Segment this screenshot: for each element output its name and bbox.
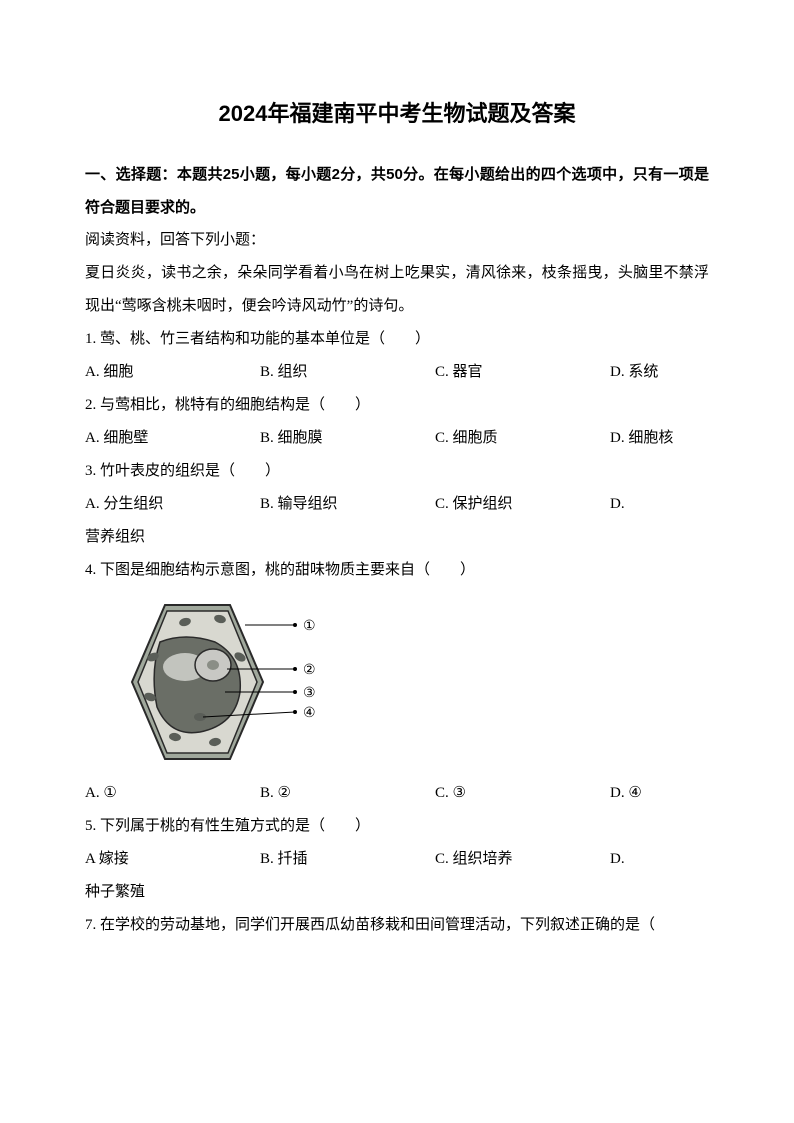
- question-3: 3. 竹叶表皮的组织是（ ）: [85, 455, 709, 488]
- label-3: ③: [303, 686, 316, 701]
- q4-option-b: B. ②: [260, 777, 435, 810]
- q1-option-b: B. 组织: [260, 356, 435, 389]
- label-2: ②: [303, 663, 316, 678]
- q4-option-a: A. ①: [85, 777, 260, 810]
- q5-option-c: C. 组织培养: [435, 843, 610, 876]
- q3-option-d: D.: [610, 488, 700, 521]
- q3-option-a: A. 分生组织: [85, 488, 260, 521]
- question-1: 1. 莺、桃、竹三者结构和功能的基本单位是（ ）: [85, 323, 709, 356]
- question-2: 2. 与莺相比，桃特有的细胞结构是（ ）: [85, 389, 709, 422]
- cell-diagram: ① ② ③ ④: [95, 597, 709, 767]
- q1-option-a: A. 细胞: [85, 356, 260, 389]
- q5-continuation: 种子繁殖: [85, 876, 709, 909]
- question-5: 5. 下列属于桃的有性生殖方式的是（ ）: [85, 810, 709, 843]
- section-header: 一、选择题：本题共25小题，每小题2分，共50分。在每小题给出的四个选项中，只有…: [85, 158, 709, 224]
- q4-option-d: D. ④: [610, 777, 700, 810]
- question-4: 4. 下图是细胞结构示意图，桃的甜味物质主要来自（ ）: [85, 554, 709, 587]
- question-3-options: A. 分生组织 B. 输导组织 C. 保护组织 D.: [85, 488, 709, 521]
- q5-option-a: A 嫁接: [85, 843, 260, 876]
- q1-option-c: C. 器官: [435, 356, 610, 389]
- question-5-options: A 嫁接 B. 扦插 C. 组织培养 D.: [85, 843, 709, 876]
- q3-continuation: 营养组织: [85, 521, 709, 554]
- q3-option-b: B. 输导组织: [260, 488, 435, 521]
- page-title: 2024年福建南平中考生物试题及答案: [85, 90, 709, 138]
- q4-option-c: C. ③: [435, 777, 610, 810]
- q2-option-c: C. 细胞质: [435, 422, 610, 455]
- q2-option-d: D. 细胞核: [610, 422, 700, 455]
- question-7: 7. 在学校的劳动基地，同学们开展西瓜幼苗移栽和田间管理活动，下列叙述正确的是（: [85, 909, 709, 942]
- q2-option-b: B. 细胞膜: [260, 422, 435, 455]
- label-1: ①: [303, 619, 316, 634]
- nucleolus-icon: [207, 660, 219, 670]
- question-1-options: A. 细胞 B. 组织 C. 器官 D. 系统: [85, 356, 709, 389]
- label-4: ④: [303, 706, 316, 721]
- q1-option-d: D. 系统: [610, 356, 700, 389]
- question-2-options: A. 细胞壁 B. 细胞膜 C. 细胞质 D. 细胞核: [85, 422, 709, 455]
- question-4-options: A. ① B. ② C. ③ D. ④: [85, 777, 709, 810]
- intro-1: 阅读资料，回答下列小题：: [85, 224, 709, 257]
- q5-option-d: D.: [610, 843, 700, 876]
- q5-option-b: B. 扦插: [260, 843, 435, 876]
- intro-2: 夏日炎炎，读书之余，朵朵同学看着小鸟在树上吃果实，清风徐来，枝条摇曳，头脑里不禁…: [85, 257, 709, 323]
- q3-option-c: C. 保护组织: [435, 488, 610, 521]
- q2-option-a: A. 细胞壁: [85, 422, 260, 455]
